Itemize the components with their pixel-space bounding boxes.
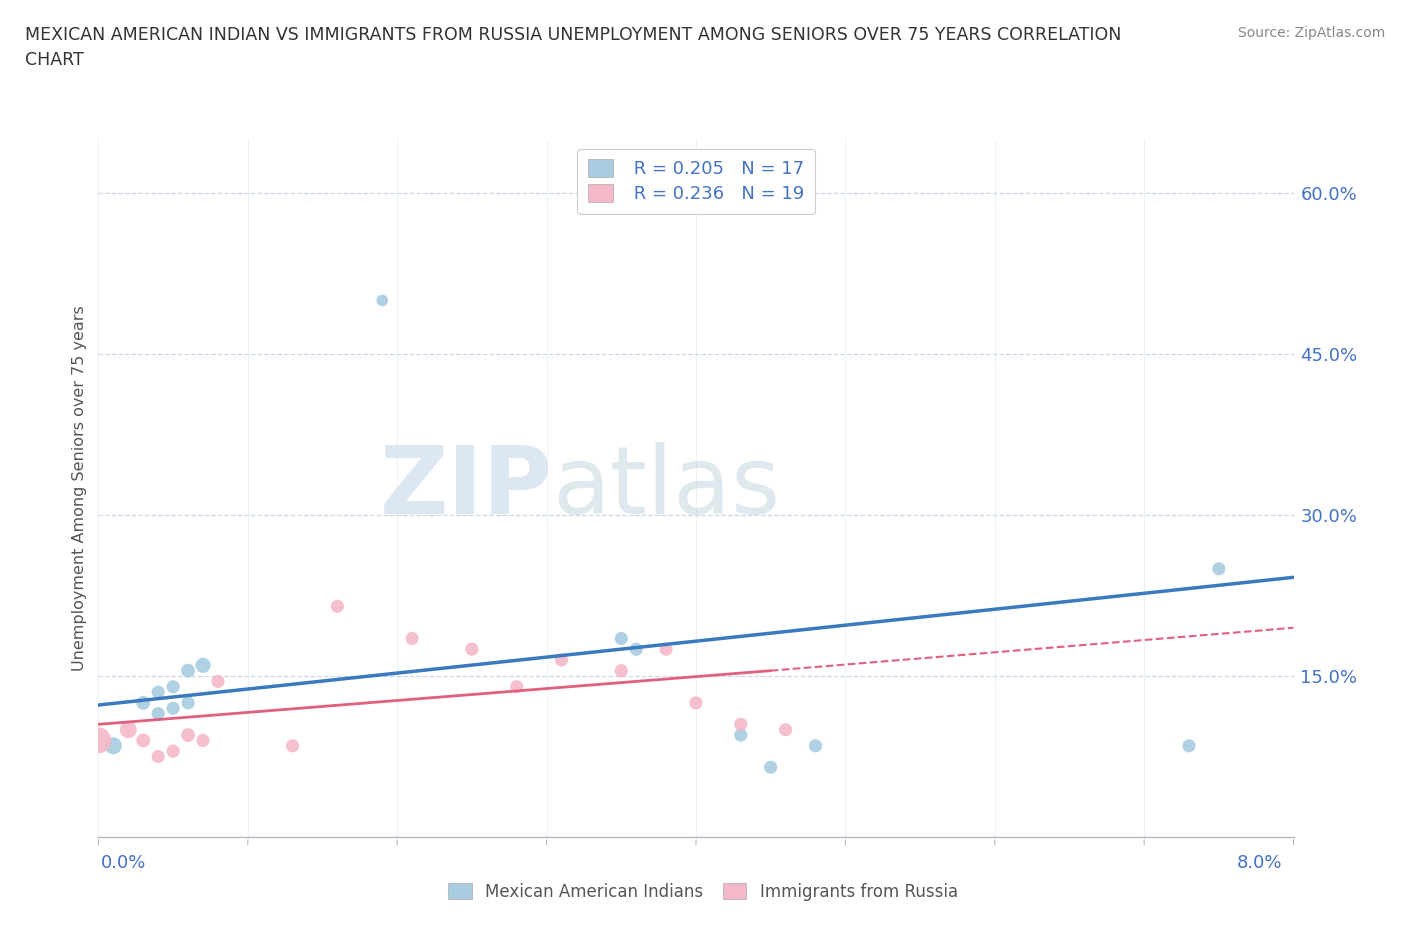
Point <box>610 631 633 646</box>
Point <box>461 642 484 657</box>
Y-axis label: Unemployment Among Seniors over 75 years: Unemployment Among Seniors over 75 years <box>72 305 87 671</box>
Text: MEXICAN AMERICAN INDIAN VS IMMIGRANTS FROM RUSSIA UNEMPLOYMENT AMONG SENIORS OVE: MEXICAN AMERICAN INDIAN VS IMMIGRANTS FR… <box>25 26 1122 44</box>
Point <box>162 701 184 716</box>
Point <box>1208 562 1230 577</box>
Point <box>610 663 633 678</box>
Point <box>132 696 155 711</box>
Point <box>191 733 214 748</box>
Text: 0.0%: 0.0% <box>101 854 146 872</box>
Point <box>730 717 752 732</box>
Point <box>132 733 155 748</box>
Point <box>177 663 200 678</box>
Point <box>624 642 647 657</box>
Point <box>177 696 200 711</box>
Point <box>1178 738 1201 753</box>
Point <box>87 733 110 748</box>
Point <box>775 723 797 737</box>
Point <box>281 738 304 753</box>
Point <box>162 744 184 759</box>
Text: Source: ZipAtlas.com: Source: ZipAtlas.com <box>1237 26 1385 40</box>
Text: 8.0%: 8.0% <box>1237 854 1282 872</box>
Point <box>148 706 170 721</box>
Point <box>117 723 139 737</box>
Point <box>162 679 184 694</box>
Point <box>207 674 229 689</box>
Point <box>177 727 200 742</box>
Legend:  R = 0.205   N = 17,  R = 0.236   N = 19: R = 0.205 N = 17, R = 0.236 N = 19 <box>576 149 815 214</box>
Legend: Mexican American Indians, Immigrants from Russia: Mexican American Indians, Immigrants fro… <box>441 876 965 908</box>
Point <box>804 738 827 753</box>
Point <box>148 749 170 764</box>
Text: atlas: atlas <box>553 443 780 534</box>
Text: CHART: CHART <box>25 51 84 69</box>
Point <box>685 696 707 711</box>
Point <box>326 599 349 614</box>
Point <box>655 642 678 657</box>
Point <box>759 760 782 775</box>
Point <box>550 653 572 668</box>
Point <box>730 727 752 742</box>
Point <box>191 658 214 672</box>
Point <box>148 684 170 699</box>
Text: ZIP: ZIP <box>380 443 553 534</box>
Point <box>371 293 394 308</box>
Point <box>401 631 423 646</box>
Point <box>103 738 125 753</box>
Point <box>506 679 529 694</box>
